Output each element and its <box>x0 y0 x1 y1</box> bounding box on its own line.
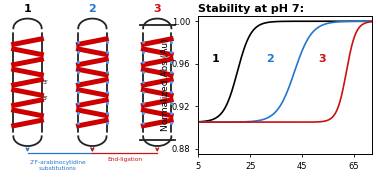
Polygon shape <box>140 46 174 57</box>
Text: 1: 1 <box>211 54 219 64</box>
Polygon shape <box>11 77 44 88</box>
Text: 5': 5' <box>42 96 48 101</box>
Polygon shape <box>11 67 44 78</box>
Text: Stability at pH 7:: Stability at pH 7: <box>198 4 305 14</box>
Polygon shape <box>140 97 174 108</box>
Polygon shape <box>140 117 174 129</box>
Polygon shape <box>11 87 44 98</box>
Text: 2’F-arabinocytidine
substitutions: 2’F-arabinocytidine substitutions <box>29 160 86 171</box>
Polygon shape <box>11 46 44 57</box>
Polygon shape <box>140 77 174 88</box>
Polygon shape <box>76 56 109 68</box>
Text: 2: 2 <box>88 4 96 14</box>
Polygon shape <box>76 87 109 98</box>
Polygon shape <box>11 97 44 108</box>
Polygon shape <box>140 67 174 78</box>
Polygon shape <box>11 107 44 118</box>
Polygon shape <box>140 107 174 118</box>
Polygon shape <box>76 67 109 78</box>
Polygon shape <box>140 56 174 68</box>
Y-axis label: Normalized Abs (Au): Normalized Abs (Au) <box>161 39 170 131</box>
Text: 3: 3 <box>153 4 161 14</box>
Polygon shape <box>11 36 44 47</box>
Text: 1: 1 <box>24 4 31 14</box>
Polygon shape <box>76 117 109 129</box>
Polygon shape <box>76 97 109 108</box>
Polygon shape <box>11 56 44 68</box>
Polygon shape <box>76 46 109 57</box>
Polygon shape <box>76 77 109 88</box>
Polygon shape <box>76 107 109 118</box>
Text: 2: 2 <box>266 54 274 64</box>
Text: 3: 3 <box>318 54 325 64</box>
Polygon shape <box>76 36 109 47</box>
Text: 3': 3' <box>42 80 48 85</box>
Polygon shape <box>140 87 174 98</box>
Polygon shape <box>140 36 174 47</box>
Text: End-ligation: End-ligation <box>107 157 142 162</box>
Polygon shape <box>11 117 44 129</box>
